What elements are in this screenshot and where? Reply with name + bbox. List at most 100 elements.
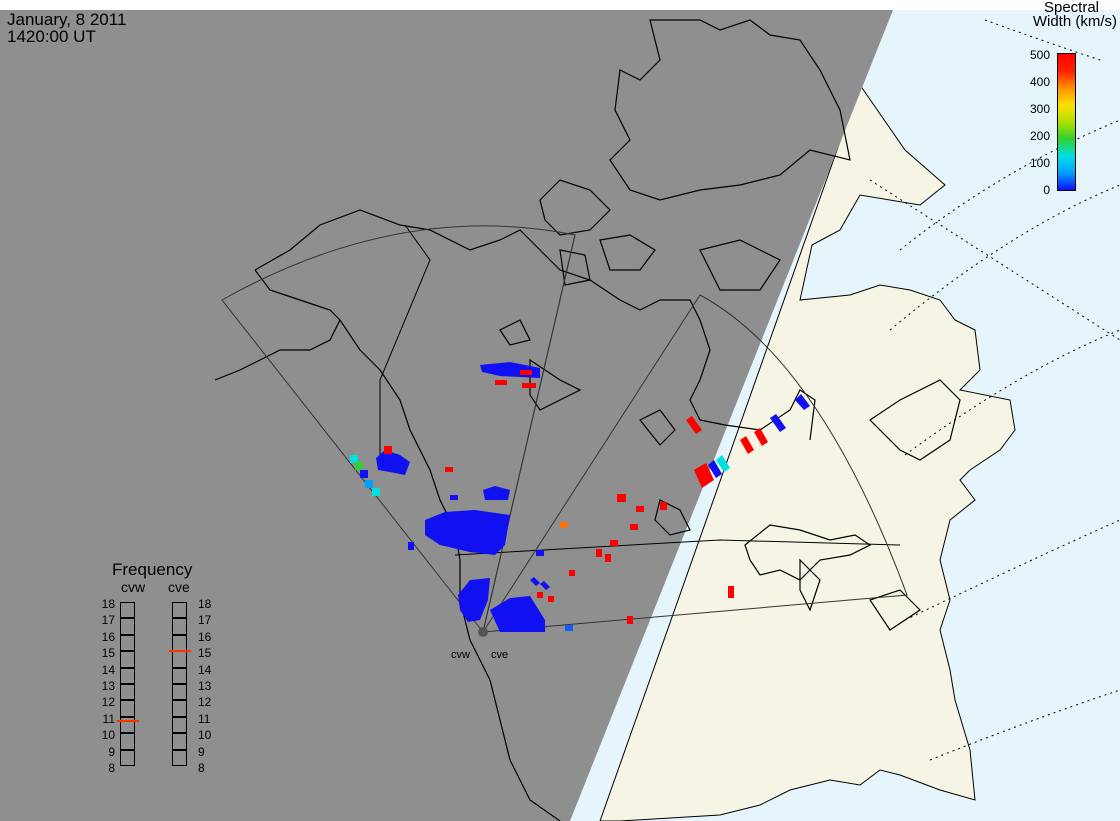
scatter-cell — [560, 522, 567, 528]
scatter-cell — [537, 592, 543, 598]
frequency-tick-label: 10 — [101, 728, 115, 743]
colorbar-gradient — [1057, 53, 1076, 191]
frequency-tick-label: 15 — [198, 646, 212, 661]
scatter-cell — [536, 550, 544, 556]
scatter-cell — [360, 470, 368, 478]
frequency-tick-label: 16 — [101, 629, 115, 644]
frequency-cell — [172, 618, 187, 635]
scatter-cell — [630, 524, 638, 530]
site-label-cvw: cvw — [451, 649, 470, 661]
frequency-tick-label: 12 — [101, 695, 115, 710]
colorbar-tick-label: 200 — [1029, 129, 1050, 143]
scatter-cell — [740, 436, 754, 454]
frequency-tick-label: 11 — [102, 711, 115, 726]
scatter-cells — [350, 362, 810, 632]
frequency-tick-label: 18 — [198, 597, 212, 611]
scatter-cell — [365, 480, 373, 488]
frequency-tick-label: 18 — [101, 597, 115, 611]
frequency-cell — [120, 749, 135, 766]
scatter-cell — [596, 549, 602, 557]
colorbar-title-line2: Width (km/s) — [1032, 13, 1117, 30]
scatter-cell — [540, 581, 550, 590]
frequency-radar-cvw: cvw — [121, 579, 146, 595]
scatter-cell — [660, 502, 667, 510]
frequency-tick-label: 14 — [198, 662, 212, 677]
frequency-tick-label: 10 — [198, 728, 212, 743]
scatter-cell — [569, 570, 575, 576]
scatter-fan-east — [490, 596, 545, 632]
scatter-cell — [565, 625, 573, 631]
latitude-grid — [869, 19, 1120, 761]
frequency-title: Frequency — [112, 560, 193, 579]
radar-site-marker — [478, 627, 488, 637]
scatter-cell — [716, 455, 730, 472]
frequency-tick-label: 12 — [198, 695, 212, 710]
scatter-cell — [694, 463, 714, 488]
frequency-cell — [172, 733, 187, 750]
frequency-cell — [120, 602, 135, 619]
day-land — [599, 83, 1016, 821]
scatter-blob-near — [483, 486, 510, 500]
scatter-cell — [686, 416, 702, 434]
scatter-cell — [445, 467, 453, 472]
frequency-tick-label: 16 — [198, 629, 212, 644]
scatter-cell — [548, 596, 554, 602]
colorbar-tick-label: 100 — [1029, 156, 1050, 170]
frequency-tick-label: 15 — [101, 646, 115, 661]
scatter-cell — [627, 616, 633, 624]
frequency-cell — [172, 749, 187, 766]
colorbar-tick-label: 400 — [1029, 75, 1050, 89]
scatter-cell — [450, 495, 458, 500]
frequency-tick-label: 11 — [198, 711, 211, 726]
scatter-cell — [708, 460, 722, 478]
frequency-tick-label: 9 — [198, 744, 205, 759]
scatter-cell — [770, 414, 786, 432]
colorbar-tick-label: 0 — [1043, 183, 1050, 197]
scatter-cell — [522, 383, 536, 388]
scatter-fan-west — [458, 578, 490, 622]
frequency-cell — [120, 651, 135, 668]
scatter-cell — [530, 577, 540, 586]
frequency-cell — [172, 602, 187, 619]
frequency-tick-label: 8 — [108, 761, 115, 775]
scatter-cell — [520, 370, 532, 375]
scatter-cell — [605, 554, 611, 562]
scatter-cell — [795, 394, 810, 410]
scatter-cell — [728, 586, 734, 598]
colorbar-title-line1: Spectral — [1043, 0, 1099, 16]
frequency-tick-label: 13 — [101, 679, 115, 693]
scatter-cell — [636, 506, 644, 512]
radar-fov — [221, 225, 908, 634]
frequency-tick-label: 13 — [198, 679, 212, 693]
frequency-cell — [120, 733, 135, 750]
scatter-blob-main — [425, 510, 510, 555]
scatter-cell — [754, 428, 768, 446]
colorbar-tick-label: 500 — [1029, 48, 1050, 62]
scatter-cell — [350, 455, 358, 463]
scatter-cell — [617, 494, 626, 502]
night-region — [0, 10, 893, 821]
scatter-cell — [372, 488, 380, 496]
scatter-cell — [355, 462, 363, 470]
time-label: 1420:00 UT — [7, 27, 96, 46]
frequency-cell — [120, 684, 135, 701]
frequency-marker — [117, 720, 139, 723]
frequency-cell — [172, 667, 187, 684]
frequency-tick-label: 17 — [101, 613, 115, 628]
scatter-cell — [495, 380, 507, 385]
frequency-cell — [172, 716, 187, 734]
frequency-cell — [120, 618, 135, 635]
scatter-blob-west — [376, 450, 410, 475]
frequency-cell — [120, 667, 135, 684]
date-label: January, 8 2011 — [7, 10, 127, 29]
frequency-cell — [172, 684, 187, 701]
frequency-cell — [172, 651, 187, 668]
frequency-tick-label: 17 — [198, 613, 212, 628]
frequency-tick-label: 8 — [198, 761, 205, 775]
frequency-tick-label: 9 — [108, 744, 115, 759]
frequency-marker — [169, 649, 191, 652]
frequency-cell — [120, 716, 135, 734]
site-label-cve: cve — [491, 649, 509, 661]
frequency-cell — [120, 700, 135, 717]
